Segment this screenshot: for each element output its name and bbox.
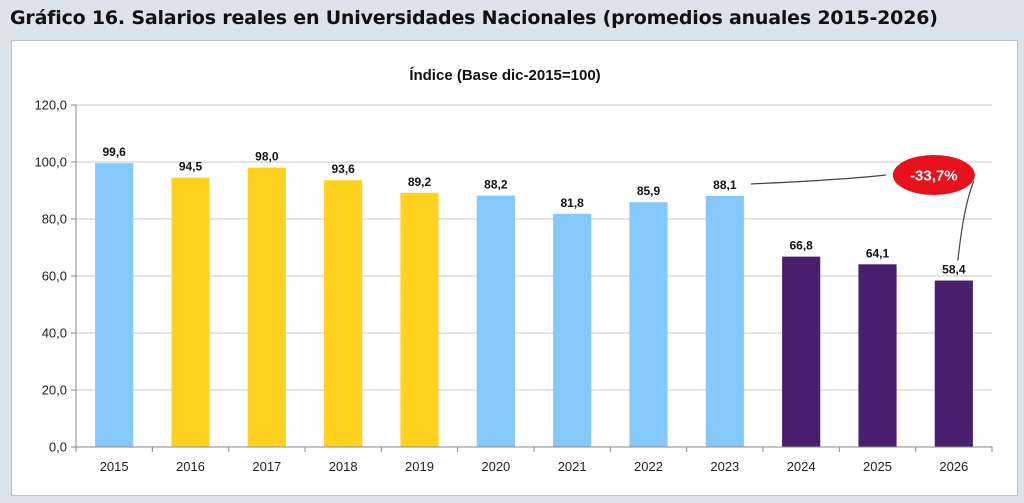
y-tick-label: 120,0 (34, 98, 67, 113)
x-tick-label-2016: 2016 (176, 459, 205, 474)
x-tick-label-2017: 2017 (252, 459, 281, 474)
y-axis-ticks: 0,0 20,0 40,0 60,0 80,0 100,0 120,0 (34, 98, 76, 455)
data-label-2023: 88,1 (713, 178, 737, 192)
data-label-2015: 99,6 (102, 145, 126, 159)
bar-2022 (629, 202, 668, 447)
y-tick-label: 40,0 (42, 326, 67, 341)
data-label-2017: 98,0 (255, 150, 279, 164)
data-label-2025: 64,1 (866, 246, 890, 260)
data-label-2016: 94,5 (179, 160, 203, 174)
data-label-2021: 81,8 (560, 196, 584, 210)
callout-connector-right (957, 180, 975, 261)
bars (95, 163, 973, 448)
bar-2023 (705, 195, 744, 447)
y-tick-label: 60,0 (42, 269, 67, 284)
callout-text: -33,7% (910, 168, 958, 185)
data-label-2018: 93,6 (331, 162, 355, 176)
bar-2015 (95, 163, 134, 447)
bar-2020 (476, 195, 515, 447)
data-label-2022: 85,9 (637, 184, 661, 198)
x-tick-label-2020: 2020 (481, 459, 510, 474)
y-tick-label: 0,0 (49, 440, 67, 455)
bar-2019 (400, 192, 439, 447)
x-tick-label-2023: 2023 (710, 459, 739, 474)
change-callout: -33,7% (750, 155, 975, 261)
bar-2016 (171, 177, 210, 448)
axes (75, 105, 992, 448)
x-tick-label-2026: 2026 (939, 459, 968, 474)
callout-badge (892, 155, 975, 195)
data-label-2019: 89,2 (408, 175, 432, 189)
bar-2025 (858, 264, 897, 447)
y-tick-label: 100,0 (34, 155, 67, 170)
callout-connector-left (750, 174, 886, 185)
bar-2021 (553, 213, 592, 447)
bar-2024 (782, 256, 821, 447)
bar-2018 (324, 180, 363, 448)
y-tick-label: 20,0 (42, 383, 67, 398)
x-tick-label-2021: 2021 (558, 459, 587, 474)
x-tick-label-2019: 2019 (405, 459, 434, 474)
bar-2026 (934, 280, 973, 447)
x-axis-ticks: 2015 2016 2017 2018 2019 2020 2021 2022 2023 2024… (75, 447, 993, 474)
bar-2017 (247, 167, 286, 447)
x-tick-label-2018: 2018 (329, 459, 358, 474)
x-tick-label-2025: 2025 (863, 459, 892, 474)
data-labels: 99,6 94,5 98,0 93,6 89,2 88,2 81,8 85,9 88,1 66,8… (102, 145, 965, 276)
x-tick-label-2022: 2022 (634, 459, 663, 474)
x-tick-label-2015: 2015 (100, 459, 129, 474)
figure-title: Gráfico 16. Salarios reales en Universid… (10, 7, 938, 29)
data-label-2026: 58,4 (942, 263, 966, 277)
x-tick-label-2024: 2024 (787, 459, 816, 474)
grid-lines (76, 104, 992, 448)
data-label-2020: 88,2 (484, 178, 508, 192)
data-label-2024: 66,8 (789, 239, 813, 253)
y-tick-label: 80,0 (42, 212, 67, 227)
chart-title: Índice (Base dic-2015=100) (409, 67, 600, 84)
